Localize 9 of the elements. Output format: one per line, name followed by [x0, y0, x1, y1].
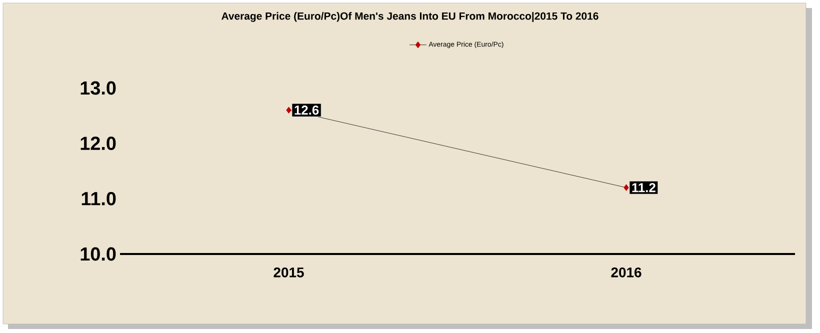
- y-tick-label: 13.0: [80, 81, 116, 95]
- y-tick-label: 11.0: [82, 192, 116, 206]
- chart-title: Average Price (Euro/Pc)Of Men's Jeans Into EU From Morocco|2015 To 2016: [222, 12, 598, 22]
- y-tick-label: 12.0: [80, 136, 116, 150]
- x-tick-label: 2016: [611, 267, 642, 278]
- data-label: 11.2: [632, 183, 656, 192]
- data-label: 12.6: [294, 106, 319, 115]
- y-tick-label: 10.0: [80, 247, 116, 261]
- x-tick-label: 2015: [274, 267, 304, 278]
